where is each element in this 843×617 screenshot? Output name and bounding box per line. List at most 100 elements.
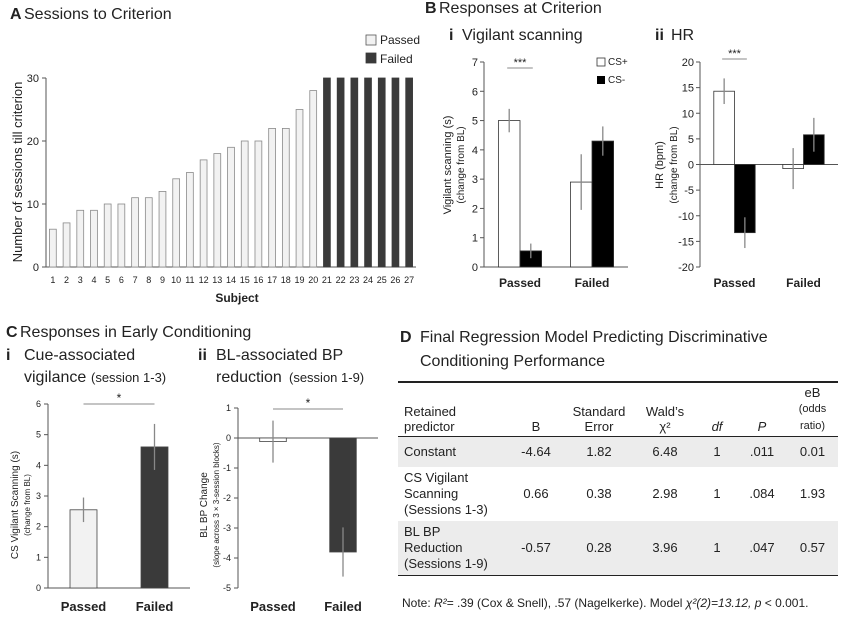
chart-bi-ylabel2: (change from BL) — [456, 126, 467, 203]
chart-a-bar — [377, 77, 386, 268]
chart-a-bar — [158, 190, 167, 268]
row-predictor-line3: (Sessions 1-3) — [404, 502, 488, 517]
header-df: df — [711, 419, 723, 434]
row-eb: 1.93 — [799, 486, 826, 501]
chart-a-xtick-label: 23 — [349, 275, 359, 285]
chart-a-xtick-label: 25 — [377, 275, 387, 285]
header-b: B — [531, 419, 541, 434]
row-df: 1 — [713, 540, 721, 555]
chart-ci-ylabel2: (change from BL) — [23, 474, 32, 536]
chart-a-bar — [186, 172, 194, 268]
chart-a-bar — [323, 77, 331, 268]
chart-bii-plot: -20 -15 -10 -5 0 5 10 15 20 Passed Failed *** — [678, 48, 838, 290]
chart-a-bar — [172, 178, 181, 268]
chart-a-bar — [144, 197, 153, 268]
C-i-ytick-label: 3 — [36, 491, 41, 501]
C-i-ytick-label: 2 — [36, 522, 41, 532]
B-i-ytick-label: 0 — [472, 262, 478, 274]
chart-a-xtick-label: 5 — [105, 275, 110, 285]
B-ii-xtick-label: Failed — [786, 276, 821, 290]
C-i-sig-label: * — [117, 391, 122, 405]
note-end: < 0.001. — [761, 596, 809, 610]
B-i-xtick-label: Passed — [499, 276, 541, 290]
chart-a-bar — [62, 222, 71, 268]
chart-a-xtick-label: 27 — [404, 275, 414, 285]
B-i-bar — [497, 120, 521, 268]
header-predictor-line1: Retained — [404, 404, 457, 419]
row-predictor-line3: (Sessions 1-9) — [404, 556, 488, 571]
chart-a-bar — [391, 77, 400, 268]
B-i-ytick-label: 1 — [472, 233, 478, 245]
chart-a-bar — [254, 140, 263, 268]
C-ii-xtick-label: Failed — [324, 599, 362, 614]
chart-a-xtick-label: 14 — [226, 275, 236, 285]
panel-d-letter: D — [400, 329, 412, 346]
row-predictor-line2: Scanning — [404, 486, 459, 501]
chart-a-ytick-label: 10 — [27, 199, 39, 211]
chart-bi-ylabel: Vigilant scanning (s) — [442, 116, 454, 215]
row-p: .047 — [749, 540, 775, 555]
B-ii-ytick-label: -20 — [678, 262, 694, 274]
row-se: 0.28 — [586, 540, 612, 555]
chart-a-xtick-label: 13 — [212, 275, 222, 285]
chart-a-bar — [76, 209, 85, 268]
panel-d-title-line2: Conditioning Performance — [420, 353, 605, 370]
header-se-line1: Standard — [572, 404, 626, 419]
chart-a-bar — [213, 153, 222, 268]
legend-csminus-label: CS- — [608, 75, 625, 86]
C-ii-ytick-label: -4 — [223, 553, 231, 563]
legend-csplus-label: CS+ — [608, 57, 628, 68]
chart-a-xtick-label: 26 — [390, 275, 400, 285]
row-se: 1.82 — [586, 444, 612, 459]
B-i-sig-label: *** — [514, 57, 528, 69]
B-ii-ytick-label: 20 — [682, 57, 694, 69]
chart-a-xtick-label: 17 — [267, 275, 277, 285]
chart-a-bar — [309, 90, 318, 268]
legend-csplus-swatch — [596, 57, 606, 67]
C-ii-ytick-label: 0 — [226, 433, 231, 443]
header-se-line2: Error — [584, 419, 614, 434]
chart-a-bar — [350, 77, 359, 268]
B-ii-ytick-label: -10 — [678, 211, 694, 223]
row-eb: 0.01 — [799, 444, 826, 459]
panel-b-sub-ii-title: HR — [671, 27, 694, 44]
panel-b-title: Responses at Criterion — [439, 0, 602, 17]
chart-a-bar — [117, 203, 126, 268]
legend-csminus-swatch — [597, 76, 605, 84]
B-i-xtick-label: Failed — [575, 276, 610, 290]
header-se: Standard Error — [565, 382, 633, 437]
chart-a-xtick-label: 8 — [146, 275, 151, 285]
chart-a-bar — [227, 146, 235, 268]
panel-c-sub-ii-line1: BL-associated BP — [216, 347, 343, 364]
C-ii-ytick-label: -3 — [223, 523, 231, 533]
panel-c-sub-i-line1: Cue-associated — [24, 347, 135, 364]
row-b: 0.66 — [523, 486, 549, 501]
legend-passed-label: Passed — [380, 33, 420, 47]
row-df: 1 — [713, 486, 721, 501]
C-ii-ytick-label: -2 — [223, 493, 231, 503]
row-predictor: BL BP Reduction (Sessions 1-9) — [398, 521, 507, 576]
row-eb: 0.57 — [799, 540, 826, 555]
chart-a-xtick-label: 22 — [336, 275, 346, 285]
note-r2: R² — [434, 596, 447, 610]
panel-c-letter: C — [6, 324, 18, 341]
table-note: Note: R²= .39 (Cox & Snell), .57 (Nagelk… — [402, 596, 842, 610]
chart-a-bar — [199, 159, 208, 268]
panel-a: A Sessions to Criterion Number of sessio… — [10, 6, 420, 305]
chart-a-xtick-label: 7 — [133, 275, 138, 285]
panel-c-sub-ii-session: (session 1-9) — [289, 370, 364, 385]
regression-table: Retained predictor B Standard Error Wald’s… — [398, 381, 838, 576]
table-header-row: Retained predictor B Standard Error Wald’s… — [398, 382, 838, 437]
chart-bii-ylabel2: (change from BL) — [669, 126, 680, 203]
chart-a-xtick-label: 24 — [363, 275, 373, 285]
panel-b-letter: B — [425, 0, 437, 17]
chart-a-xtick-label: 19 — [295, 275, 305, 285]
note-prefix: Note: — [402, 596, 435, 610]
B-i-ytick-label: 2 — [472, 203, 478, 215]
B-i-ytick-label: 5 — [472, 116, 478, 128]
chart-a-ytick-label: 30 — [27, 73, 39, 85]
panel-b: B Responses at Criterion i Vigilant scan… — [425, 0, 838, 290]
B-ii-ytick-label: 15 — [682, 83, 694, 95]
